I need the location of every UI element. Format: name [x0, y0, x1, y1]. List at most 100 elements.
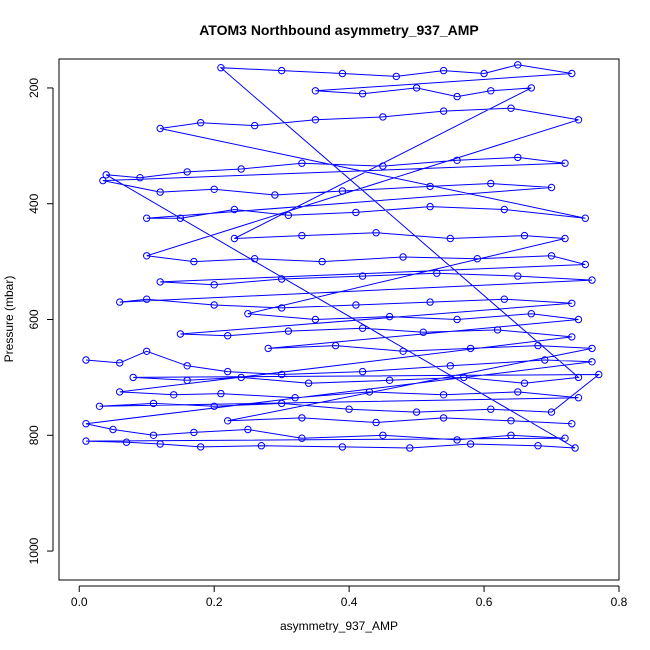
data-point — [527, 84, 535, 92]
y-tick-label: 600 — [27, 309, 41, 329]
data-point — [466, 344, 475, 353]
data-point — [453, 156, 461, 165]
data-point — [352, 208, 360, 217]
x-tick-label: 0.2 — [206, 595, 223, 609]
data-point — [507, 417, 515, 425]
data-point — [244, 425, 252, 434]
data-point — [116, 359, 124, 367]
data-point — [95, 402, 104, 410]
data-point — [568, 420, 576, 428]
data-point — [136, 174, 144, 182]
data-point — [331, 341, 340, 350]
data-point — [197, 119, 205, 127]
data-layer — [82, 61, 603, 452]
data-point — [176, 330, 185, 338]
y-tick-label: 800 — [27, 425, 41, 445]
x-axis-label: asymmetry_937_AMP — [280, 619, 398, 633]
data-point — [143, 214, 151, 222]
data-point — [210, 301, 218, 309]
data-point — [156, 124, 164, 133]
plot-frame — [58, 58, 620, 581]
data-point — [257, 442, 266, 450]
data-point — [480, 69, 488, 78]
data-point — [183, 362, 191, 370]
data-point — [372, 229, 380, 237]
data-point — [352, 301, 360, 309]
data-point — [291, 394, 299, 402]
data-point — [412, 84, 421, 92]
data-point — [338, 187, 347, 195]
data-point — [568, 69, 576, 78]
data-point — [210, 281, 218, 289]
data-point — [581, 260, 589, 269]
data-point — [251, 121, 259, 130]
data-point — [244, 310, 252, 318]
data-point — [547, 408, 556, 416]
data-point — [466, 440, 475, 448]
data-point — [534, 341, 542, 350]
data-point — [278, 370, 286, 379]
data-point — [338, 443, 347, 451]
data-point — [156, 188, 164, 196]
data-point — [426, 182, 434, 191]
data-point — [487, 405, 495, 413]
y-tick-label: 1000 — [27, 537, 41, 564]
data-point — [224, 367, 232, 376]
data-point — [406, 444, 414, 452]
data-point — [527, 310, 535, 318]
data-point — [574, 373, 583, 382]
data-point — [311, 87, 320, 95]
data-point — [298, 159, 306, 167]
data-point — [595, 370, 603, 379]
data-point — [487, 179, 495, 188]
data-point — [176, 214, 185, 222]
data-point — [574, 116, 583, 124]
data-point — [298, 231, 306, 240]
data-point — [237, 165, 245, 173]
data-point — [217, 389, 225, 398]
data-point — [224, 417, 232, 425]
data-point — [460, 373, 468, 382]
data-point — [149, 431, 158, 439]
data-point — [514, 61, 522, 69]
data-point — [439, 107, 448, 115]
data-point — [419, 328, 427, 336]
data-point — [534, 442, 542, 450]
data-point — [197, 443, 205, 451]
data-point — [210, 185, 218, 194]
data-point — [278, 304, 286, 312]
x-axis: 0.0 0.2 0.4 0.6 0.8 — [71, 585, 628, 609]
data-point — [116, 388, 124, 396]
data-point — [487, 87, 495, 95]
data-point — [102, 171, 110, 179]
data-point — [217, 64, 225, 72]
data-point — [298, 414, 306, 422]
x-tick-label: 0.6 — [476, 595, 493, 609]
data-point — [183, 376, 191, 384]
data-point — [514, 272, 522, 280]
data-point — [278, 66, 286, 75]
data-point — [561, 434, 569, 442]
data-point — [493, 326, 502, 334]
data-point — [237, 373, 245, 382]
data-point — [170, 391, 178, 399]
data-point — [318, 257, 326, 266]
data-point — [574, 315, 583, 324]
x-tick-label: 0.8 — [611, 595, 628, 609]
data-point — [379, 162, 387, 170]
data-point — [561, 159, 569, 167]
data-point — [156, 440, 164, 448]
data-point — [109, 425, 117, 434]
data-point — [372, 418, 380, 427]
data-point — [547, 252, 556, 260]
data-point — [251, 255, 259, 263]
y-tick-label: 200 — [27, 78, 41, 98]
data-point — [439, 391, 448, 399]
data-point — [561, 234, 569, 243]
series-line — [85, 64, 601, 449]
data-point — [426, 298, 434, 306]
data-point — [230, 234, 239, 243]
data-point — [571, 444, 579, 452]
x-tick-label: 0.4 — [341, 595, 358, 609]
